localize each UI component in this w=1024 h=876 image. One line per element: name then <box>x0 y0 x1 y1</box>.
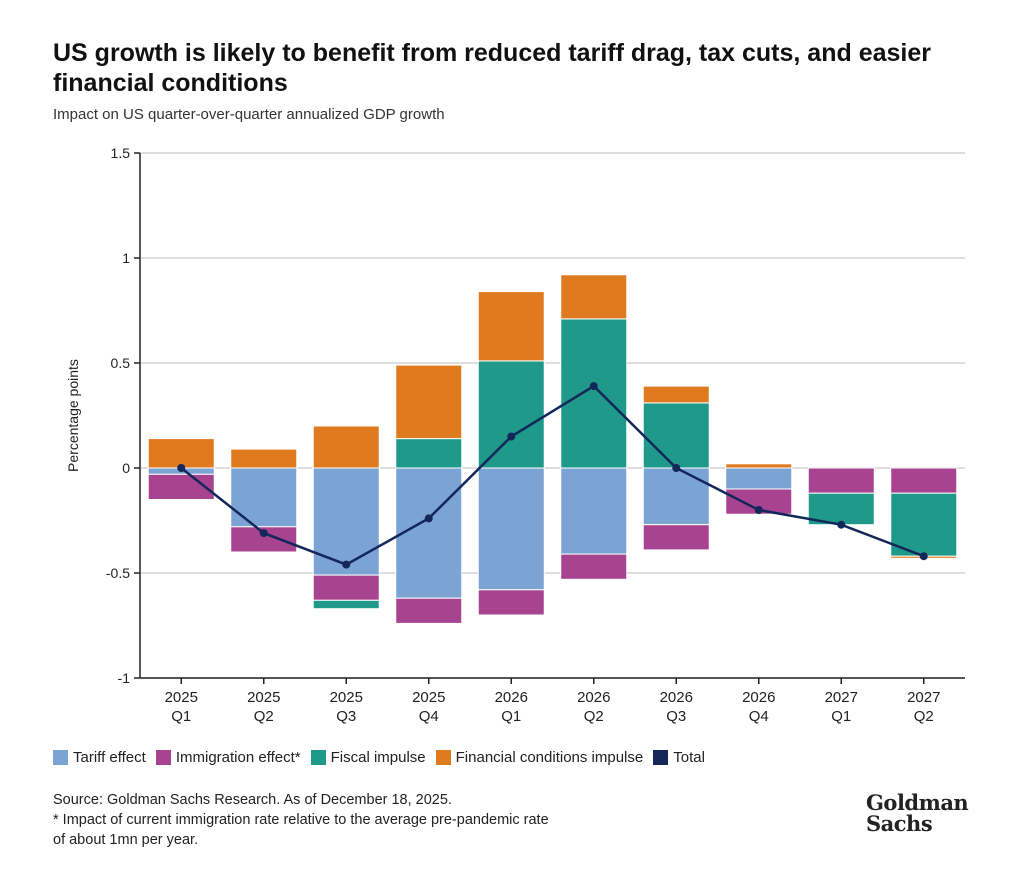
x-tick-label: 2027 <box>907 689 940 706</box>
legend: Tariff effect Immigration effect* Fiscal i… <box>53 749 705 766</box>
legend-label: Fiscal impulse <box>330 749 426 766</box>
legend-swatch <box>435 750 451 765</box>
bar-financial-conditions-impulse <box>477 291 545 362</box>
chart-subtitle: Impact on US quarter-over-quarter annual… <box>53 106 445 123</box>
x-tick-label: Q2 <box>584 708 604 725</box>
bar-fiscal-impulse <box>312 599 380 610</box>
x-tick-label: Q3 <box>666 708 686 725</box>
x-tick-label: 2026 <box>742 689 775 706</box>
y-axis-label: Percentage points <box>65 359 81 472</box>
total-point <box>424 514 433 523</box>
y-tick-label: -1 <box>118 670 131 686</box>
total-point <box>672 464 681 472</box>
legend-swatch <box>653 750 669 765</box>
y-tick-label: 1.5 <box>111 145 131 161</box>
total-point <box>837 520 846 529</box>
y-tick-label: 0.5 <box>111 355 131 371</box>
x-tick-label: Q4 <box>419 708 439 725</box>
total-point <box>259 529 268 538</box>
legend-label: Financial conditions impulse <box>455 749 644 766</box>
legend-swatch <box>310 750 326 765</box>
legend-swatch <box>53 750 68 765</box>
bar-financial-conditions-impulse <box>147 438 215 469</box>
x-tick-label: 2026 <box>577 689 610 706</box>
logo-line: Sachs <box>866 811 933 836</box>
total-point <box>342 560 351 569</box>
bar-tariff-effect <box>560 467 628 555</box>
bar-fiscal-impulse <box>807 492 875 526</box>
x-tick-label: 2026 <box>495 689 528 706</box>
x-tick-label: Q3 <box>336 708 356 725</box>
bar-immigration-effect- <box>807 467 875 494</box>
x-tick-label: Q1 <box>501 708 521 725</box>
chart-title: US growth is likely to benefit from redu… <box>53 39 931 97</box>
bar-financial-conditions-impulse <box>230 448 298 469</box>
footnote: * Impact of current immigration rate rel… <box>53 812 549 828</box>
bar-immigration-effect- <box>312 574 380 601</box>
y-tick-label: 0 <box>122 460 130 476</box>
bar-immigration-effect- <box>395 597 463 624</box>
legend-label: Tariff effect <box>73 749 146 766</box>
legend-label: Immigration effect* <box>175 749 301 766</box>
legend-swatch <box>155 750 171 765</box>
bar-tariff-effect <box>395 467 463 599</box>
goldman-sachs-logo: Goldman Sachs <box>866 790 969 836</box>
bar-financial-conditions-impulse <box>312 425 380 469</box>
bar-immigration-effect- <box>230 526 298 553</box>
bar-immigration-effect- <box>642 524 710 551</box>
bar-immigration-effect- <box>890 467 958 494</box>
legend-item: Total <box>653 749 705 766</box>
x-tick-label: Q2 <box>254 708 274 725</box>
x-tick-label: Q1 <box>171 708 191 725</box>
legend-item: Financial conditions impulse <box>435 749 644 766</box>
legend-item: Fiscal impulse <box>310 749 426 766</box>
x-tick-label: Q1 <box>831 708 851 725</box>
legend-item: Tariff effect <box>53 749 146 766</box>
bar-immigration-effect- <box>477 589 545 616</box>
bar-tariff-effect <box>230 467 298 528</box>
notes: Source: Goldman Sachs Research. As of De… <box>53 790 833 850</box>
y-tick-label: -0.5 <box>106 565 130 581</box>
bar-fiscal-impulse <box>395 438 463 469</box>
bar-financial-conditions-impulse <box>395 364 463 440</box>
footnote: of about 1mn per year. <box>53 832 199 848</box>
x-tick-label: 2025 <box>165 689 198 706</box>
bar-fiscal-impulse <box>642 402 710 469</box>
x-tick-label: Q2 <box>914 708 934 725</box>
logo-line: Goldman <box>866 790 969 815</box>
bar-tariff-effect <box>642 467 710 526</box>
total-point <box>177 464 186 472</box>
bar-tariff-effect <box>312 467 380 576</box>
bar-financial-conditions-impulse <box>725 463 793 469</box>
x-tick-label: 2026 <box>660 689 693 706</box>
x-tick-label: Q4 <box>749 708 769 725</box>
total-point <box>507 432 516 441</box>
bar-tariff-effect <box>477 467 545 591</box>
x-tick-label: 2025 <box>247 689 280 706</box>
x-tick-label: 2025 <box>412 689 445 706</box>
y-tick-label: 1 <box>122 250 130 266</box>
bar-immigration-effect- <box>560 553 628 580</box>
legend-item: Immigration effect* <box>155 749 301 766</box>
total-point <box>754 506 763 514</box>
legend-label: Total <box>673 749 705 766</box>
bar-fiscal-impulse <box>560 318 628 469</box>
bar-financial-conditions-impulse <box>560 274 628 320</box>
source-note: Source: Goldman Sachs Research. As of De… <box>53 792 452 808</box>
x-tick-label: 2025 <box>330 689 363 706</box>
total-point <box>919 552 928 561</box>
bar-fiscal-impulse <box>890 492 958 557</box>
x-tick-label: 2027 <box>825 689 858 706</box>
bar-financial-conditions-impulse <box>642 385 710 404</box>
bar-tariff-effect <box>725 467 793 490</box>
bar-fiscal-impulse <box>477 360 545 469</box>
total-line <box>180 384 925 566</box>
total-point <box>589 382 598 391</box>
